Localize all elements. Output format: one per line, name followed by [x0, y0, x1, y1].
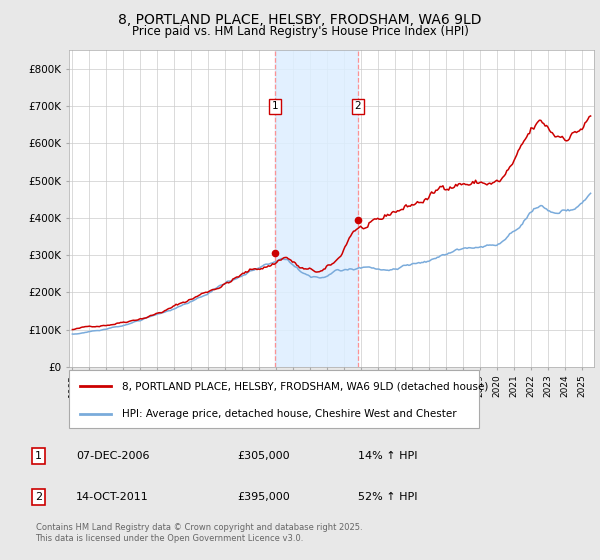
- Text: 1: 1: [272, 101, 278, 111]
- Text: 8, PORTLAND PLACE, HELSBY, FRODSHAM, WA6 9LD (detached house): 8, PORTLAND PLACE, HELSBY, FRODSHAM, WA6…: [121, 381, 488, 391]
- Text: £395,000: £395,000: [237, 492, 290, 502]
- Text: HPI: Average price, detached house, Cheshire West and Chester: HPI: Average price, detached house, Ches…: [121, 409, 456, 419]
- Text: £305,000: £305,000: [237, 451, 290, 461]
- Text: 07-DEC-2006: 07-DEC-2006: [76, 451, 149, 461]
- Text: 14-OCT-2011: 14-OCT-2011: [76, 492, 149, 502]
- Text: 2: 2: [35, 492, 42, 502]
- Text: 1: 1: [35, 451, 42, 461]
- FancyBboxPatch shape: [69, 370, 479, 428]
- Text: 14% ↑ HPI: 14% ↑ HPI: [358, 451, 418, 461]
- Text: 8, PORTLAND PLACE, HELSBY, FRODSHAM, WA6 9LD: 8, PORTLAND PLACE, HELSBY, FRODSHAM, WA6…: [118, 13, 482, 27]
- Text: 2: 2: [355, 101, 361, 111]
- Text: Contains HM Land Registry data © Crown copyright and database right 2025.
This d: Contains HM Land Registry data © Crown c…: [35, 524, 362, 543]
- Bar: [275, 50, 358, 367]
- Text: Price paid vs. HM Land Registry's House Price Index (HPI): Price paid vs. HM Land Registry's House …: [131, 25, 469, 38]
- Text: 52% ↑ HPI: 52% ↑ HPI: [358, 492, 418, 502]
